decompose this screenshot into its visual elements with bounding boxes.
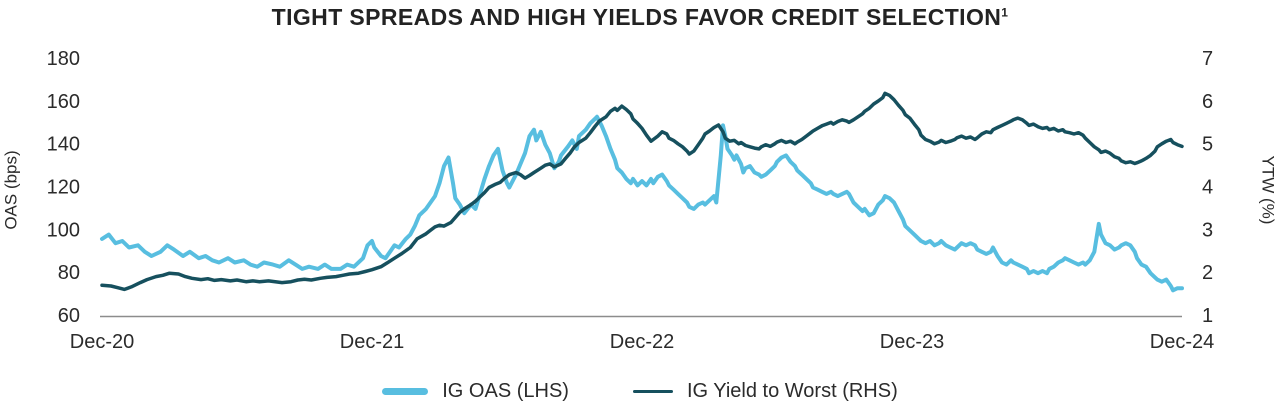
right-axis-tick-label: 3: [1202, 219, 1213, 241]
x-axis-tick-label: Dec-24: [1150, 331, 1214, 353]
right-axis-title: YTW (%): [1258, 155, 1278, 225]
x-axis-tick-label: Dec-22: [610, 331, 674, 353]
left-axis-tick-label: 140: [47, 134, 80, 156]
x-axis-tick-label: Dec-20: [70, 331, 134, 353]
chart-title-text: TIGHT SPREADS AND HIGH YIELDS FAVOR CRED…: [271, 4, 1002, 30]
chart-title-footnote-marker: 1: [1001, 5, 1009, 20]
left-axis-tick-label: 80: [58, 262, 80, 284]
left-axis-tick-label: 120: [47, 177, 80, 199]
chart-title: TIGHT SPREADS AND HIGH YIELDS FAVOR CRED…: [0, 4, 1280, 31]
right-axis-tick-label: 7: [1202, 48, 1213, 70]
chart-legend: IG OAS (LHS) IG Yield to Worst (RHS): [0, 380, 1280, 403]
left-axis-tick-label: 180: [47, 48, 80, 70]
x-axis-tick-label: Dec-23: [880, 331, 944, 353]
x-axis-tick-label: Dec-21: [340, 331, 404, 353]
left-axis-tick-label: 60: [58, 305, 80, 327]
legend-item-ig-oas: IG OAS (LHS): [382, 380, 569, 403]
left-axis-tick-label: 160: [47, 91, 80, 113]
series-line-ig-oas: [100, 114, 1184, 293]
right-axis-tick-label: 2: [1202, 262, 1213, 284]
ytw-line-swatch-icon: [632, 390, 673, 393]
legend-label-ig-oas: IG OAS (LHS): [442, 380, 569, 402]
right-axis-tick-label: 1: [1202, 305, 1213, 327]
oas-line-swatch-icon: [382, 388, 429, 395]
right-axis-tick-label: 5: [1202, 134, 1213, 156]
left-axis-title: OAS (bps): [1, 150, 21, 230]
legend-label-ig-ytw: IG Yield to Worst (RHS): [686, 380, 898, 402]
right-axis-tick-label: 6: [1202, 91, 1213, 113]
legend-item-ig-ytw: IG Yield to Worst (RHS): [632, 380, 898, 403]
series-line-ig-ytw: [100, 91, 1184, 292]
left-axis-tick-label: 100: [47, 219, 80, 241]
right-axis-tick-label: 4: [1202, 177, 1213, 199]
